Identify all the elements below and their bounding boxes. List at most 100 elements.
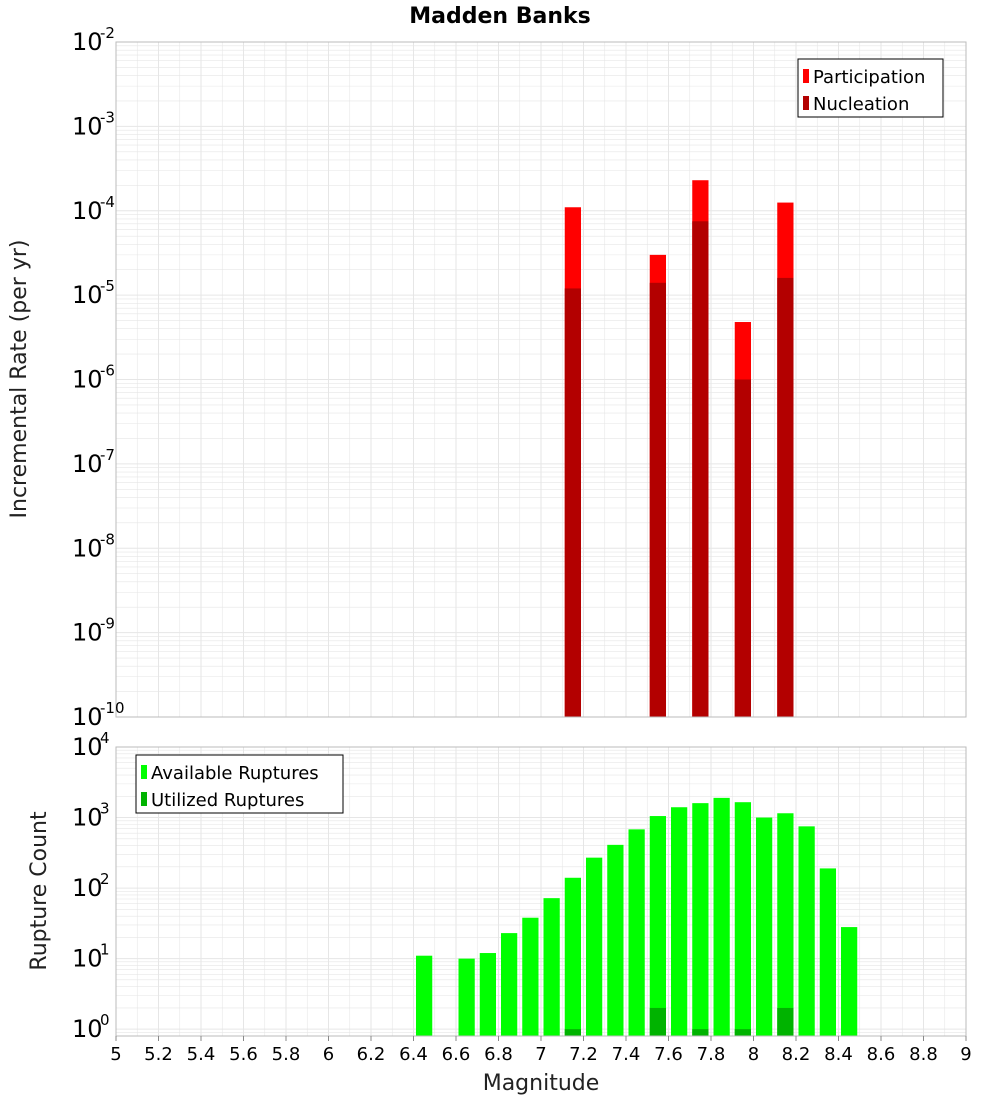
- bottom-bar-available-ruptures: [416, 955, 433, 1036]
- top-y-tick-label: 10: [72, 197, 103, 225]
- bottom-y-tick-label: 10: [72, 804, 103, 832]
- top-y-tick-exponent: -3: [100, 108, 115, 126]
- bottom-y-tick-exponent: 0: [100, 1011, 110, 1029]
- bottom-legend-label: Utilized Ruptures: [151, 790, 304, 811]
- top-y-tick-exponent: -2: [100, 24, 115, 42]
- bottom-bar-utilized-ruptures: [777, 1007, 794, 1036]
- bottom-y-axis-label: Rupture Count: [27, 811, 52, 971]
- bottom-legend-box: [135, 754, 344, 814]
- bottom-bar-available-ruptures: [543, 898, 560, 1036]
- bottom-bar-available-ruptures: [458, 958, 475, 1036]
- top-y-axis-label: Incremental Rate (per yr): [7, 240, 32, 519]
- bottom-y-tick-exponent: 1: [100, 941, 110, 959]
- x-tick-label: 7.2: [569, 1044, 598, 1065]
- top-y-tick-exponent: -4: [100, 193, 115, 211]
- top-y-tick-label: 10: [72, 112, 103, 140]
- top-bar-nucleation: [649, 282, 666, 717]
- top-y-tick-label: 10: [72, 534, 103, 562]
- top-y-tick-label: 10: [72, 28, 103, 56]
- top-y-tick-exponent: -7: [100, 446, 115, 464]
- x-tick-label: 8.4: [824, 1044, 853, 1065]
- bottom-y-tick-label: 10: [72, 945, 103, 973]
- bottom-y-tick-label: 10: [72, 874, 103, 902]
- bottom-bar-utilized-ruptures: [564, 1029, 581, 1036]
- bottom-bar-available-ruptures: [777, 813, 794, 1036]
- bottom-bar-available-ruptures: [607, 844, 624, 1036]
- top-legend: Participation Nucleation: [797, 58, 944, 118]
- bottom-bar-utilized-ruptures: [734, 1029, 751, 1036]
- bottom-bar-available-ruptures: [819, 868, 836, 1036]
- x-tick-label: 7.4: [612, 1044, 641, 1065]
- top-legend-label: Nucleation: [813, 94, 909, 115]
- x-tick-label: 7.6: [654, 1044, 683, 1065]
- bottom-bars: [416, 797, 858, 1036]
- top-y-tick-exponent: -10: [100, 699, 125, 717]
- top-legend-swatch: [803, 69, 809, 83]
- bottom-bar-available-ruptures: [586, 857, 603, 1036]
- bottom-bar-available-ruptures: [756, 817, 773, 1036]
- bottom-bar-utilized-ruptures: [692, 1029, 709, 1036]
- bottom-y-tick-label: 10: [72, 1015, 103, 1043]
- x-tick-label: 8.6: [867, 1044, 896, 1065]
- x-tick-label: 6.2: [357, 1044, 386, 1065]
- bottom-bar-available-ruptures: [564, 877, 581, 1036]
- top-y-tick-label: 10: [72, 703, 103, 731]
- x-ticks: 5 5.2 5.4 5.6 5.8 6 6.2 6.4 6.6 6.8 7 7.2 7.4 7.6 7.8 8…: [110, 1036, 972, 1065]
- bottom-bar-available-ruptures: [479, 953, 496, 1036]
- bottom-bar-available-ruptures: [501, 933, 518, 1036]
- bottom-y-tick-exponent: 4: [100, 729, 110, 747]
- x-tick-label: 8.8: [909, 1044, 938, 1065]
- bottom-y-tick-exponent: 3: [100, 800, 110, 818]
- top-y-tick-label: 10: [72, 281, 103, 309]
- top-legend-swatch: [803, 96, 809, 110]
- bottom-bar-available-ruptures: [671, 807, 688, 1036]
- x-tick-label: 8.2: [782, 1044, 811, 1065]
- bottom-legend: Available Ruptures Utilized Ruptures: [135, 754, 344, 814]
- x-tick-label: 7: [535, 1044, 546, 1065]
- x-tick-label: 7.8: [697, 1044, 726, 1065]
- bottom-bar-available-ruptures: [734, 802, 751, 1036]
- chart-title: Madden Banks: [409, 4, 590, 29]
- top-y-tick-exponent: -5: [100, 277, 115, 295]
- top-bar-nucleation: [692, 221, 709, 718]
- top-bar-nucleation: [564, 288, 581, 717]
- x-tick-label: 5.6: [229, 1044, 258, 1065]
- bottom-legend-swatch: [141, 792, 147, 806]
- top-legend-box: [797, 58, 944, 118]
- bottom-bar-available-ruptures: [798, 826, 815, 1036]
- top-y-tick-label: 10: [72, 366, 103, 394]
- x-tick-label: 6: [323, 1044, 334, 1065]
- bottom-bar-available-ruptures: [713, 797, 730, 1036]
- top-bar-nucleation: [777, 277, 794, 717]
- top-y-tick-label: 10: [72, 450, 103, 478]
- top-plot-frame: [115, 41, 967, 718]
- x-axis-label: Magnitude: [483, 1071, 600, 1096]
- bottom-grid: [116, 747, 966, 1036]
- bottom-bar-utilized-ruptures: [649, 1007, 666, 1036]
- x-tick-label: 5.8: [272, 1044, 301, 1065]
- x-tick-label: 5.2: [144, 1044, 173, 1065]
- x-tick-label: 9: [960, 1044, 971, 1065]
- x-tick-label: 5: [110, 1044, 121, 1065]
- x-tick-label: 5.4: [187, 1044, 216, 1065]
- bottom-bar-available-ruptures: [522, 917, 539, 1036]
- top-y-tick-exponent: -9: [100, 615, 115, 633]
- bottom-bar-available-ruptures: [692, 803, 709, 1036]
- bottom-bar-available-ruptures: [841, 927, 858, 1036]
- bottom-bar-available-ruptures: [649, 816, 666, 1036]
- x-tick-label: 6.8: [484, 1044, 513, 1065]
- bottom-y-tick-label: 10: [72, 733, 103, 761]
- top-bar-nucleation: [734, 379, 751, 717]
- top-y-tick-exponent: -6: [100, 362, 115, 380]
- x-tick-label: 8: [748, 1044, 759, 1065]
- x-tick-label: 6.4: [399, 1044, 428, 1065]
- top-legend-label: Participation: [813, 67, 925, 88]
- bottom-y-tick-exponent: 2: [100, 870, 110, 888]
- bottom-legend-label: Available Ruptures: [151, 763, 319, 784]
- top-y-tick-exponent: -8: [100, 530, 115, 548]
